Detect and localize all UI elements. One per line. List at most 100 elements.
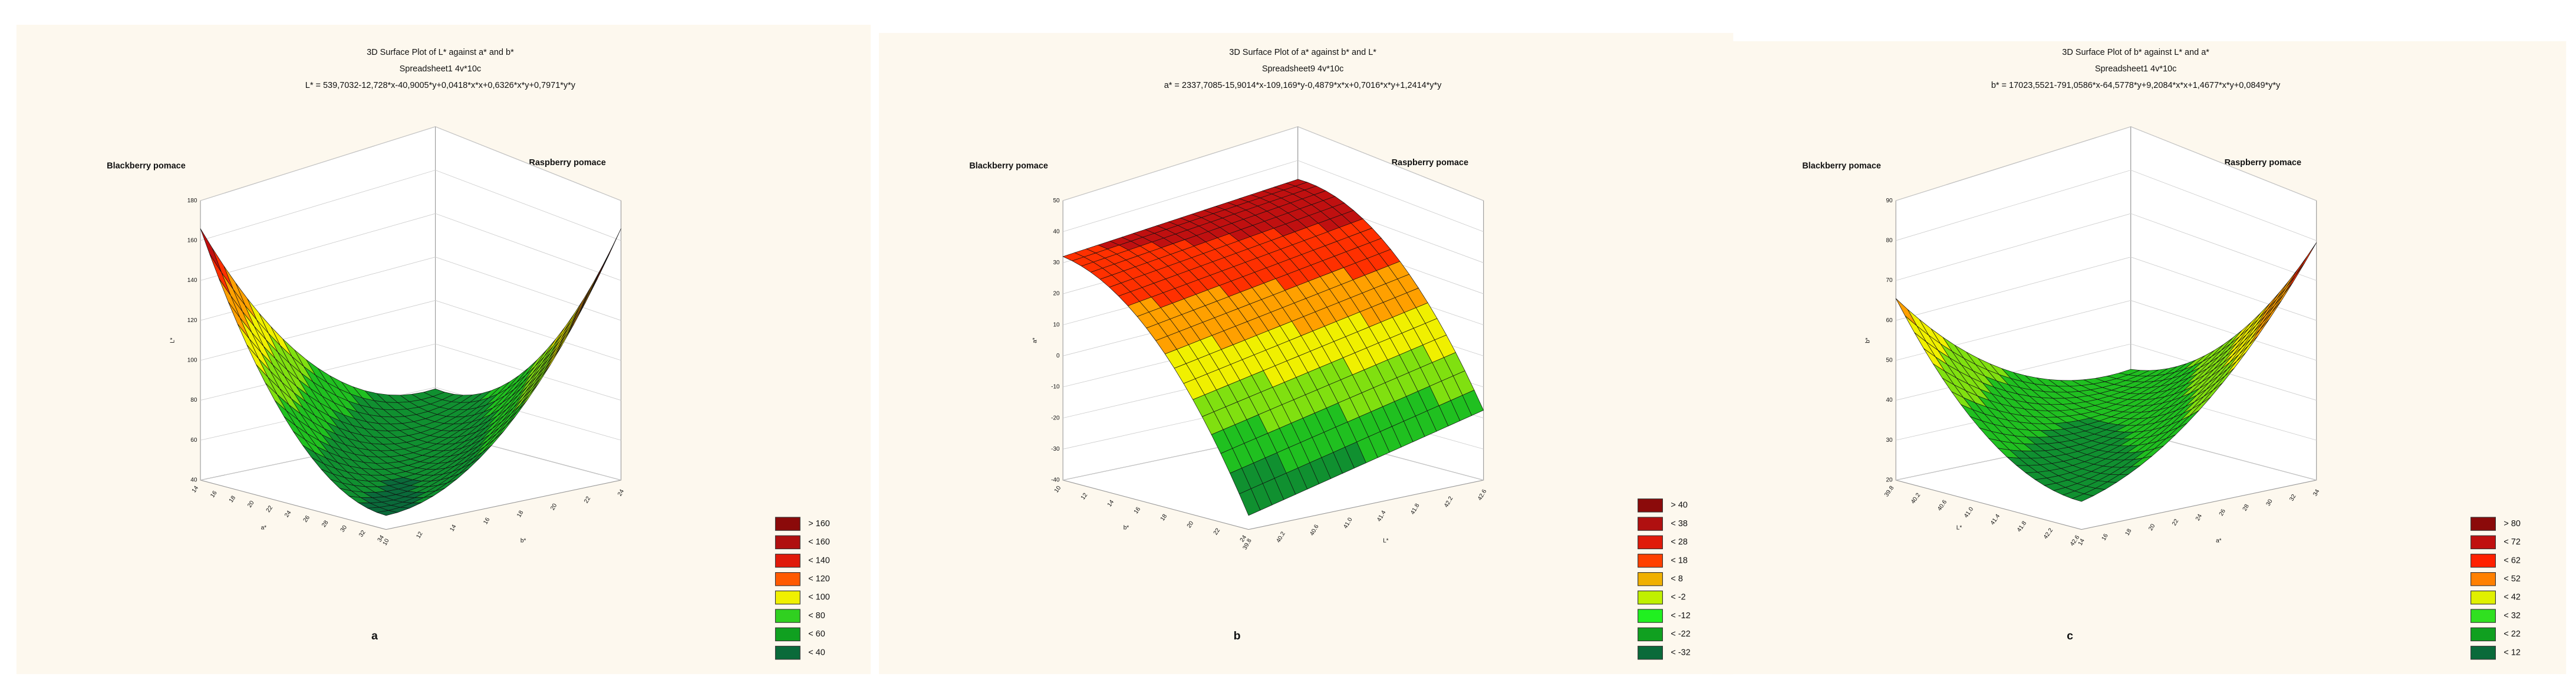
legend-swatch xyxy=(1638,517,1663,531)
wall-grid xyxy=(1063,126,1484,201)
z-tick-label: 60 xyxy=(1886,317,1893,324)
legend-swatch xyxy=(1638,590,1663,605)
legend-swatch xyxy=(2470,553,2496,568)
z-tick-label: 100 xyxy=(187,357,197,364)
corner-label: Blackberry pomace xyxy=(1802,161,1881,170)
legend-label: < 8 xyxy=(1671,575,1683,584)
right-axis-label: a* xyxy=(2216,538,2222,544)
right-tick-label: 16 xyxy=(482,516,491,526)
corner-label: Blackberry pomace xyxy=(969,161,1048,170)
legend-label: < 120 xyxy=(808,575,830,584)
wall-grid xyxy=(200,387,621,441)
legend-swatch xyxy=(1638,572,1663,586)
left-tick-label: 18 xyxy=(228,494,238,504)
legend-label: < 12 xyxy=(2503,648,2521,657)
legend-label: < 62 xyxy=(2503,556,2521,565)
z-axis-label: L* xyxy=(169,337,176,343)
legend-label: < 140 xyxy=(808,556,830,565)
legend-label: < 32 xyxy=(2503,611,2521,621)
left-tick-label: 24 xyxy=(284,509,293,519)
right-tick-label: 20 xyxy=(2147,523,2156,532)
title-line: Spreadsheet1 4v*10c xyxy=(2095,64,2177,74)
legend-swatch xyxy=(775,517,801,531)
legend-swatch xyxy=(2470,535,2496,549)
z-tick-label: 90 xyxy=(1886,198,1893,204)
legend-swatch xyxy=(1638,553,1663,568)
z-tick-label: 50 xyxy=(1053,198,1060,204)
legend-label: < 42 xyxy=(2503,593,2521,602)
right-tick-label: 30 xyxy=(2265,498,2274,507)
corner-label: Raspberry pomace xyxy=(2225,158,2301,168)
right-tick-label: 10 xyxy=(382,537,391,547)
legend-label: < 60 xyxy=(808,629,825,639)
wall-grid xyxy=(1896,257,2317,321)
z-tick-label: 40 xyxy=(190,477,197,484)
left-axis-label: L* xyxy=(1956,524,1962,531)
z-tick-label: 30 xyxy=(1886,437,1893,444)
legend-swatch xyxy=(2470,609,2496,623)
right-tick-label: 26 xyxy=(2218,508,2227,517)
legend-swatch xyxy=(2470,645,2496,660)
surface-cell xyxy=(2071,493,2094,502)
title-line: b* = 17023,5521-791,0586*x-64,5778*y+9,2… xyxy=(1991,81,2281,90)
left-tick-label: 10 xyxy=(1053,485,1063,494)
z-tick-label: -20 xyxy=(1051,415,1060,421)
surface-cell xyxy=(377,510,398,516)
left-tick-label: 32 xyxy=(358,529,367,539)
legend-label: < 100 xyxy=(808,593,830,602)
left-tick-label: 16 xyxy=(1133,506,1142,515)
legend-swatch xyxy=(775,609,801,623)
z-tick-label: 180 xyxy=(187,198,197,204)
legend-label: > 40 xyxy=(1671,501,1688,510)
right-tick-label: 24 xyxy=(617,488,625,498)
corner-label: Blackberry pomace xyxy=(107,161,186,170)
legend-swatch xyxy=(1638,609,1663,623)
legend-swatch xyxy=(1638,498,1663,513)
right-tick-label: 24 xyxy=(2195,513,2203,522)
z-tick-label: 80 xyxy=(190,397,197,403)
left-tick-label: 30 xyxy=(340,524,349,534)
legend-swatch xyxy=(775,535,801,549)
right-tick-label: 20 xyxy=(549,502,558,511)
right-tick-label: 14 xyxy=(2077,537,2086,547)
panel: 3D Surface Plot of b* against L* and a* S… xyxy=(1712,41,2567,674)
z-tick-label: 40 xyxy=(1053,228,1060,235)
z-tick-label: 60 xyxy=(190,437,197,444)
z-tick-label: -40 xyxy=(1051,477,1060,484)
legend-swatch xyxy=(775,572,801,586)
wall-grid xyxy=(200,126,621,201)
z-tick-label: 70 xyxy=(1886,277,1893,284)
left-tick-label: 14 xyxy=(191,485,200,494)
legend-label: < 18 xyxy=(1671,556,1688,565)
wall-grid xyxy=(200,169,621,241)
corner-label: Raspberry pomace xyxy=(529,158,605,168)
legend-swatch xyxy=(1638,627,1663,642)
z-tick-label: 20 xyxy=(1053,291,1060,297)
left-axis-label: a* xyxy=(261,524,267,531)
left-tick-label: 20 xyxy=(1186,520,1195,529)
left-tick-label: 24 xyxy=(1239,534,1249,543)
legend-swatch xyxy=(2470,590,2496,605)
z-tick-label: 10 xyxy=(1053,321,1060,328)
legend-label: < 160 xyxy=(808,537,830,547)
legend-label: < -22 xyxy=(1671,629,1690,639)
z-axis-label: a* xyxy=(1032,337,1038,343)
right-tick-label: 22 xyxy=(583,496,592,505)
title-line: 3D Surface Plot of L* against a* and b* xyxy=(367,48,514,57)
z-tick-label: 160 xyxy=(187,237,197,244)
wall-grid xyxy=(1896,213,2317,281)
legend-label: < 38 xyxy=(1671,519,1688,529)
z-tick-label: 140 xyxy=(187,277,197,284)
panel-letter: a xyxy=(371,629,378,642)
legend-label: < -12 xyxy=(1671,611,1690,621)
panel: 3D Surface Plot of a* against b* and L* S… xyxy=(879,32,1734,674)
right-tick-label: 14 xyxy=(449,523,457,533)
left-tick-label: 22 xyxy=(1213,527,1222,536)
right-tick-label: 34 xyxy=(2312,488,2321,498)
title-line: 3D Surface Plot of b* against L* and a* xyxy=(2062,48,2209,57)
legend-label: > 80 xyxy=(2503,519,2521,529)
z-axis-label: b* xyxy=(1865,337,1871,343)
z-tick-label: -10 xyxy=(1051,384,1060,391)
title-line: a* = 2337,7085-15,9014*x-109,169*y-0,487… xyxy=(1164,81,1442,90)
